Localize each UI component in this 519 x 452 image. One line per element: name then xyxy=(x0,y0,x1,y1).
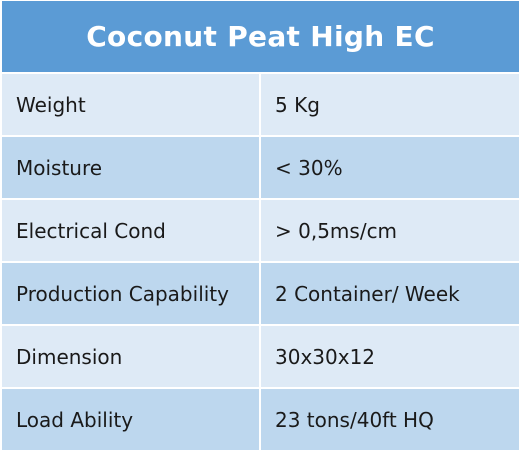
table-title: Coconut Peat High EC xyxy=(1,1,519,74)
row-value-electrical-cond: > 0,5ms/cm xyxy=(260,199,519,262)
row-value-dimension: 30x30x12 xyxy=(260,325,519,388)
table-row: Moisture < 30% xyxy=(1,136,519,199)
table-header-row: Coconut Peat High EC xyxy=(1,1,519,74)
row-label-load-ability: Load Ability xyxy=(1,388,260,451)
row-label-dimension: Dimension xyxy=(1,325,260,388)
row-label-moisture: Moisture xyxy=(1,136,260,199)
row-label-weight: Weight xyxy=(1,73,260,136)
table-row: Load Ability 23 tons/40ft HQ xyxy=(1,388,519,451)
row-label-production-capability: Production Capability xyxy=(1,262,260,325)
table-row: Dimension 30x30x12 xyxy=(1,325,519,388)
row-value-weight: 5 Kg xyxy=(260,73,519,136)
table-row: Production Capability 2 Container/ Week xyxy=(1,262,519,325)
table-row: Weight 5 Kg xyxy=(1,73,519,136)
row-value-moisture: < 30% xyxy=(260,136,519,199)
table-row: Electrical Cond > 0,5ms/cm xyxy=(1,199,519,262)
row-label-electrical-cond: Electrical Cond xyxy=(1,199,260,262)
row-value-production-capability: 2 Container/ Week xyxy=(260,262,519,325)
row-value-load-ability: 23 tons/40ft HQ xyxy=(260,388,519,451)
